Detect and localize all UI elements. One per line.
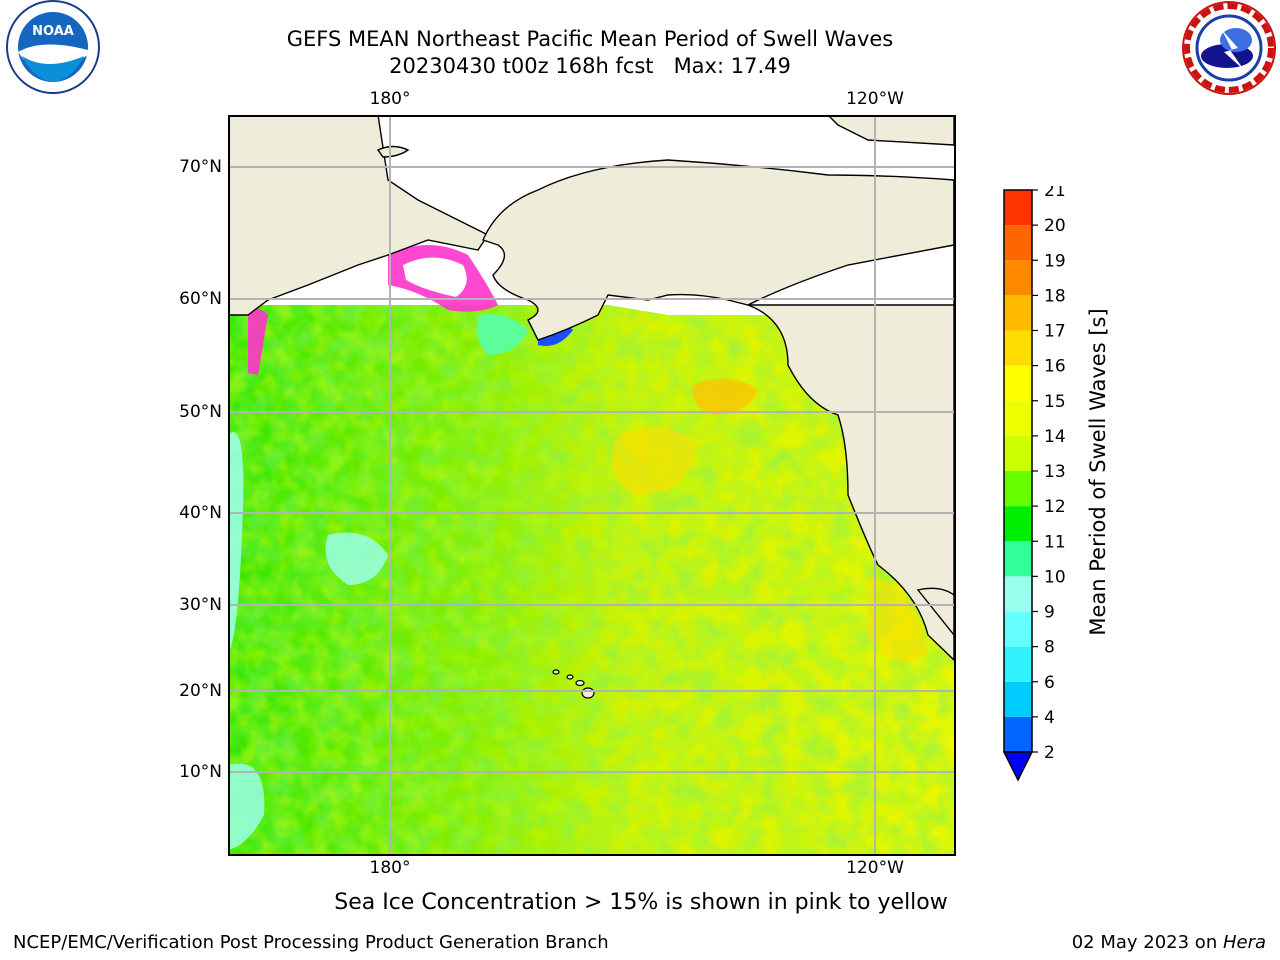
- low-period-patch: [228, 432, 244, 655]
- colorbar-tick-label: 6: [1044, 673, 1055, 693]
- footer-credit: NCEP/EMC/Verification Post Processing Pr…: [13, 932, 609, 953]
- lon-label-bottom: 120°W: [846, 858, 904, 878]
- colorbar-segment: [1004, 471, 1032, 507]
- nws-logo: [1178, 0, 1280, 98]
- colorbar-tick-label: 21: [1044, 186, 1066, 201]
- lon-label-top: 180°: [369, 89, 411, 109]
- colorbar-segment: [1004, 330, 1032, 366]
- lat-label: 30°N: [179, 595, 222, 615]
- colorbar-tick-label: 17: [1044, 322, 1066, 342]
- colorbar-label: Mean Period of Swell Waves [s]: [1086, 308, 1110, 636]
- colorbar-segment: [1004, 541, 1032, 577]
- colorbar-tick-label: 9: [1044, 603, 1055, 623]
- colorbar-segment: [1004, 400, 1032, 436]
- colorbar-segment: [1004, 365, 1032, 401]
- colorbar-tick-label: 2: [1044, 743, 1055, 763]
- colorbar-segment: [1004, 506, 1032, 542]
- lat-label: 70°N: [179, 157, 222, 177]
- colorbar: 2 4 6 8 9 10 11 12 13 14 15 16 17 18 19 20 21: [1000, 181, 1080, 786]
- land: [228, 115, 954, 661]
- footer-date-text: 02 May 2023 on: [1071, 932, 1223, 953]
- colorbar-tick-label: 14: [1044, 427, 1066, 447]
- colorbar-tick-label: 19: [1044, 251, 1066, 271]
- high-period-patch: [692, 378, 758, 415]
- lat-label: 10°N: [179, 762, 222, 782]
- lat-label: 50°N: [179, 402, 222, 422]
- colorbar-tick-label: 20: [1044, 216, 1066, 236]
- colorbar-segment: [1004, 295, 1032, 331]
- colorbar-extend-arrow: [1002, 751, 1034, 782]
- colorbar-segment: [1004, 716, 1032, 752]
- colorbar-tick-label: 12: [1044, 497, 1066, 517]
- footer-date: 02 May 2023 on Hera: [1072, 932, 1266, 953]
- colorbar-tick-label: 8: [1044, 638, 1055, 658]
- lat-label: 40°N: [179, 503, 222, 523]
- noaa-logo: NOAA: [2, 0, 104, 98]
- footer-machine: Hera: [1222, 932, 1266, 953]
- lon-label-top: 120°W: [846, 89, 904, 109]
- lon-label-bottom: 180°: [369, 858, 411, 878]
- colorbar-segment: [1004, 435, 1032, 471]
- chart-title: GEFS MEAN Northeast Pacific Mean Period …: [190, 26, 990, 80]
- colorbar-tick-label: 18: [1044, 286, 1066, 306]
- lat-label: 20°N: [179, 681, 222, 701]
- title-line-2: 20230430 t00z 168h fcst Max: 17.49: [389, 54, 791, 78]
- colorbar-segment: [1004, 190, 1032, 226]
- colorbar-tick-label: 10: [1044, 567, 1066, 587]
- colorbar-tick-label: 4: [1044, 708, 1055, 728]
- title-line-1: GEFS MEAN Northeast Pacific Mean Period …: [286, 27, 894, 51]
- colorbar-segment: [1004, 576, 1032, 612]
- colorbar-segment: [1004, 611, 1032, 647]
- gridlines: [228, 115, 954, 854]
- colorbar-tick-label: 16: [1044, 357, 1066, 377]
- map-area: [228, 115, 954, 854]
- colorbar-tick-label: 15: [1044, 392, 1066, 412]
- lat-label: 60°N: [179, 289, 222, 309]
- svg-text:NOAA: NOAA: [32, 24, 74, 39]
- colorbar-segment: [1004, 681, 1032, 717]
- colorbar-segment: [1004, 646, 1032, 682]
- colorbar-segment: [1004, 260, 1032, 296]
- sea-ice-caption: Sea Ice Concentration > 15% is shown in …: [334, 890, 948, 915]
- colorbar-tick-label: 13: [1044, 462, 1066, 482]
- colorbar-tick-label: 11: [1044, 532, 1066, 552]
- colorbar-segment: [1004, 225, 1032, 261]
